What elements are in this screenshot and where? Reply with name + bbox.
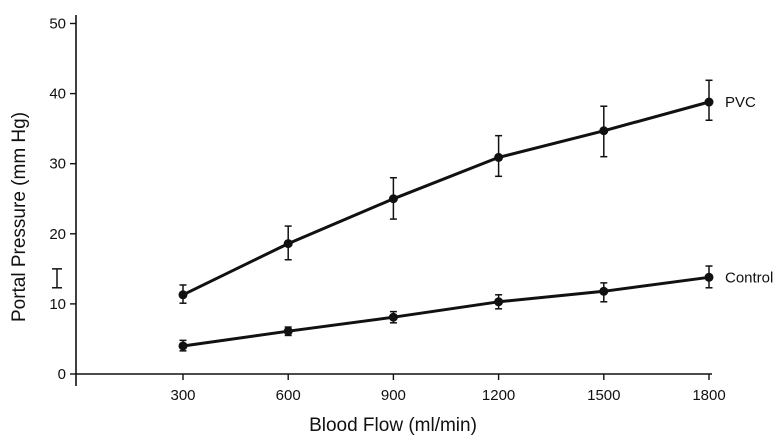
x-tick-label: 1200	[482, 387, 515, 404]
series-label-pvc: PVC	[725, 94, 756, 111]
data-point	[178, 290, 188, 300]
y-tick-label: 20	[49, 226, 66, 243]
series-label-control: Control	[725, 269, 773, 286]
baseline-range-marker	[52, 268, 62, 289]
x-tick-label: 900	[381, 387, 406, 404]
data-point	[599, 126, 609, 136]
data-point	[178, 341, 188, 351]
series-pvc: PVC	[178, 79, 756, 304]
data-point	[494, 297, 504, 307]
series-control: Control	[178, 265, 773, 352]
data-point	[388, 312, 398, 322]
series-layer: PVC Control	[178, 79, 773, 352]
y-tick-label: 0	[58, 366, 66, 383]
x-axis-title: Blood Flow (ml/min)	[309, 415, 477, 436]
y-tick-label: 50	[49, 16, 66, 33]
data-point	[704, 272, 714, 282]
data-point	[283, 326, 293, 336]
data-point	[704, 97, 714, 107]
data-point	[283, 239, 293, 249]
data-point	[599, 286, 609, 296]
series-line-pvc	[182, 100, 710, 297]
y-tick-label: 10	[49, 296, 66, 313]
x-tick-label: 300	[170, 387, 195, 404]
y-axis-title: Portal Pressure (mm Hg)	[9, 112, 30, 322]
x-tick-label: 600	[276, 387, 301, 404]
data-point	[494, 152, 504, 162]
y-tick-label: 30	[49, 156, 66, 173]
y-tick-label: 40	[49, 86, 66, 103]
x-tick-label: 1500	[587, 387, 620, 404]
axes: 0 10 20 30 40 50 300 600 900 1200 1500 1800	[49, 15, 726, 404]
data-point	[388, 194, 398, 204]
series-line-control	[182, 275, 710, 348]
x-tick-label: 1800	[692, 387, 725, 404]
